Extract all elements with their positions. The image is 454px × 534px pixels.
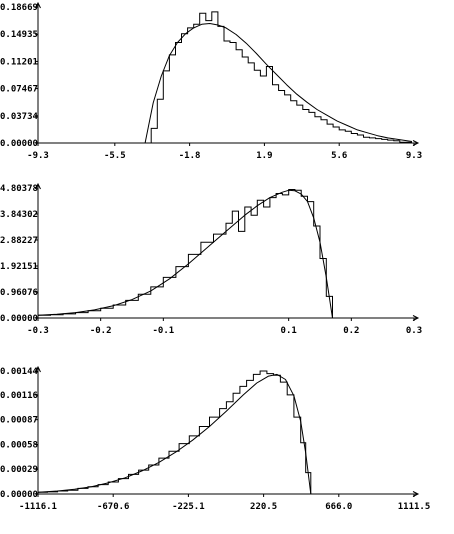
x-axis-arrow bbox=[412, 315, 420, 321]
x-tick-label: -1.8 bbox=[179, 151, 201, 161]
x-tick-label: -0.2 bbox=[90, 326, 112, 336]
y-tick-label: 1.92151 bbox=[0, 262, 38, 272]
y-tick-label: 0.07467 bbox=[0, 85, 38, 95]
chart-panel-3: 0.00000 0.00029 0.00058 0.00087 0.00116 0.001… bbox=[0, 365, 431, 512]
x-tick-label: 0.1 bbox=[281, 326, 297, 336]
y-axis-arrow bbox=[35, 365, 41, 373]
x-tick-label: -225.1 bbox=[172, 502, 205, 512]
y-tick-label: 0.96076 bbox=[0, 288, 38, 298]
x-tick-label: 1111.5 bbox=[398, 502, 431, 512]
x-tick-label: -0.3 bbox=[27, 326, 49, 336]
x-tick-label: -1116.1 bbox=[19, 502, 57, 512]
x-tick-label: 666.0 bbox=[325, 502, 352, 512]
fitted-curve-series bbox=[144, 23, 413, 144]
y-tick-label: 0.03734 bbox=[0, 112, 39, 122]
y-tick-label: 0.00000 bbox=[0, 314, 38, 324]
histogram-series bbox=[37, 370, 312, 494]
y-tick-label: 0.00087 bbox=[0, 416, 38, 426]
y-tick-label: 3.84302 bbox=[0, 210, 38, 220]
y-tick-label: 2.88227 bbox=[0, 236, 38, 246]
y-tick-label: 0.00029 bbox=[0, 465, 38, 475]
x-tick-label: -0.1 bbox=[152, 326, 174, 336]
x-tick-label: 5.6 bbox=[331, 151, 347, 161]
x-axis-arrow bbox=[412, 140, 420, 146]
y-tick-label: 0.18669 bbox=[0, 3, 38, 13]
y-tick-label: 0.00000 bbox=[0, 490, 38, 500]
fitted-curve-series bbox=[37, 373, 312, 495]
chart-panel-2: 0.00000 0.96076 1.92151 2.88227 3.84302 4.803… bbox=[0, 182, 422, 336]
chart-panel-1: 0.00000 0.03734 0.07467 0.11201 0.14935 0.186… bbox=[0, 1, 422, 161]
x-tick-label: 0.2 bbox=[343, 326, 359, 336]
x-axis-arrow bbox=[412, 491, 420, 497]
histogram-series bbox=[37, 189, 333, 318]
x-tick-label: 9.3 bbox=[406, 151, 422, 161]
y-axis-arrow bbox=[35, 182, 41, 190]
y-tick-label: 0.00058 bbox=[0, 440, 38, 450]
x-tick-label: -9.3 bbox=[27, 151, 49, 161]
x-tick-label: 220.5 bbox=[250, 502, 277, 512]
x-tick-label: -670.6 bbox=[97, 502, 130, 512]
y-tick-label: 0.00144 bbox=[0, 367, 39, 377]
fitted-curve-series bbox=[37, 189, 333, 319]
y-tick-label: 0.00000 bbox=[0, 139, 38, 149]
y-tick-label: 4.80378 bbox=[0, 184, 38, 194]
histogram-series bbox=[145, 11, 412, 144]
y-tick-label: 0.11201 bbox=[0, 57, 38, 67]
y-tick-label: 0.14935 bbox=[0, 30, 38, 40]
x-tick-label: -5.5 bbox=[104, 151, 126, 161]
x-tick-label: 0.3 bbox=[406, 326, 422, 336]
y-axis-arrow bbox=[35, 1, 41, 9]
y-tick-label: 0.00116 bbox=[0, 391, 38, 401]
x-tick-label: 1.9 bbox=[256, 151, 272, 161]
